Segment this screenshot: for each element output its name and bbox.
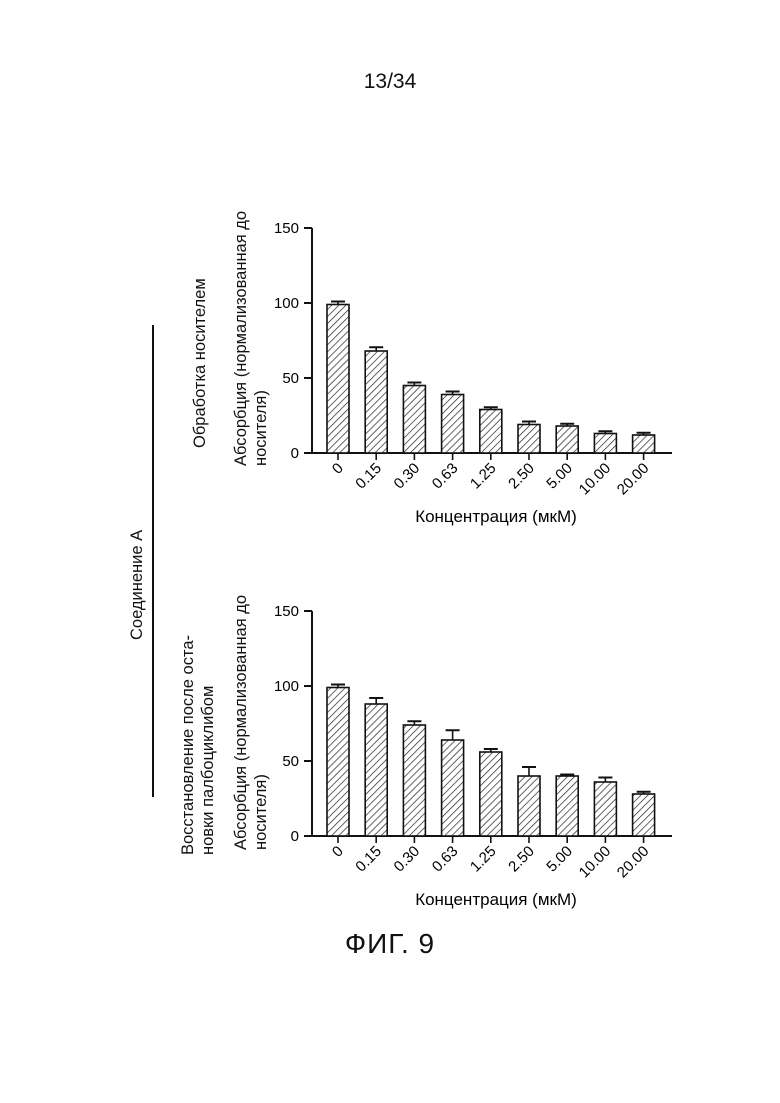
top-bar: [442, 395, 464, 454]
top-bar-chart: 0 50 100 150 0 0.150.300.631.252.505.0010.002…: [274, 220, 672, 526]
bottom-x-tick-label: 0.30: [391, 843, 424, 876]
bottom-x-tick-label: 0.15: [352, 843, 385, 876]
top-bar: [518, 425, 540, 454]
bottom-x-tick-label: 5.00: [543, 843, 576, 876]
bottom-bar: [633, 794, 655, 836]
bottom-bar: [518, 776, 540, 836]
top-x-tick-label: 0.15: [352, 460, 385, 493]
top-bar: [633, 435, 655, 453]
top-x-tick-label: 0.63: [429, 460, 462, 493]
bottom-x-tick-label: 0.63: [429, 843, 462, 876]
bottom-bar: [480, 752, 502, 836]
bottom-bar: [365, 704, 387, 836]
bottom-y-tick-label: 100: [274, 678, 299, 695]
top-bar: [556, 426, 578, 453]
top-x-tick-label: 5.00: [543, 460, 576, 493]
top-x-axis-title: Концентрация (мкМ): [415, 507, 577, 526]
top-y-tick-label: 150: [274, 220, 299, 237]
bottom-x-tick-label: 2.50: [505, 843, 538, 876]
top-x-tick-label: 0: [329, 460, 347, 478]
top-bar: [327, 305, 349, 454]
top-bar: [365, 351, 387, 453]
top-x-tick-label: 0.30: [391, 460, 424, 493]
top-x-tick-label: 10.00: [576, 460, 615, 499]
top-bar: [594, 434, 616, 454]
top-y-tick-label: 100: [274, 295, 299, 312]
bottom-bar: [556, 776, 578, 836]
top-y-tick-label: 0: [291, 445, 299, 462]
bottom-x-tick-label: 0: [329, 843, 347, 861]
bottom-bar: [327, 688, 349, 837]
bottom-y-tick-label: 0: [291, 828, 299, 845]
top-x-tick-label: 1.25: [467, 460, 500, 493]
bottom-bar-chart: 0 50 100 150 0 0.150.300.631.252.505.0010.002…: [274, 603, 672, 909]
bottom-bar: [594, 782, 616, 836]
bottom-x-tick-label: 1.25: [467, 843, 500, 876]
bottom-y-tick-label: 50: [282, 753, 299, 770]
top-bar: [480, 410, 502, 454]
bottom-y-tick-label: 150: [274, 603, 299, 620]
bottom-x-tick-label: 20.00: [614, 843, 653, 882]
bottom-x-axis-title: Концентрация (мкМ): [415, 890, 577, 909]
top-x-tick-label: 2.50: [505, 460, 538, 493]
figure-label: ФИГ. 9: [0, 928, 780, 960]
top-x-tick-label: 20.00: [614, 460, 653, 499]
top-y-tick-label: 50: [282, 370, 299, 387]
bottom-x-tick-label: 10.00: [576, 843, 615, 882]
bottom-bar: [442, 740, 464, 836]
top-bar: [403, 386, 425, 454]
bottom-bar: [403, 725, 425, 836]
